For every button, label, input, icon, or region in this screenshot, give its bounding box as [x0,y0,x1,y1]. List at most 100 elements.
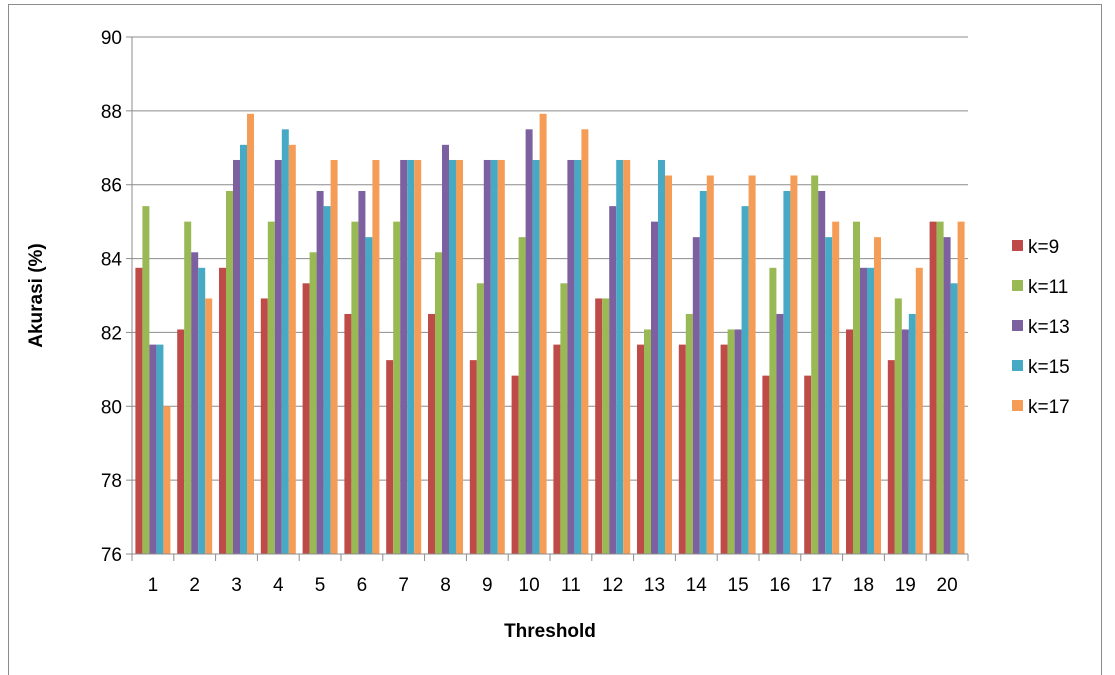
bar-k9-threshold-2 [177,329,185,554]
bars [135,113,965,555]
x-tick-label: 3 [231,575,242,596]
bar-k11-threshold-19 [894,298,902,554]
legend-label: k=15 [1028,357,1070,378]
bar-k11-threshold-13 [644,329,651,554]
bar-k9-threshold-14 [678,344,686,554]
legend-swatch [1012,360,1023,371]
x-tick-label: 12 [602,575,623,596]
bar-k9-threshold-7 [386,360,394,555]
bar-k15-threshold-8 [449,159,456,554]
y-tick-label: 86 [101,176,122,197]
x-tick-label: 8 [440,575,451,596]
legend-swatch [1012,400,1023,411]
x-axis-title: Threshold [504,621,596,642]
bar-k13-threshold-12 [609,206,617,554]
bar-k9-threshold-3 [219,267,226,554]
bar-k9-threshold-1 [135,267,143,554]
bar-k17-threshold-7 [414,159,422,554]
legend-label: k=13 [1028,317,1070,338]
bar-k17-threshold-14 [706,175,714,555]
bar-k13-threshold-11 [567,159,575,554]
legend-label: k=11 [1028,277,1068,298]
bar-k11-threshold-11 [560,283,568,554]
bar-k17-threshold-19 [915,267,923,554]
bar-k9-threshold-10 [511,375,519,554]
bar-k9-threshold-13 [637,344,644,554]
bar-k13-threshold-19 [901,329,909,554]
x-tick-label: 9 [482,575,493,596]
bar-k15-threshold-5 [323,206,331,554]
bar-k11-threshold-9 [476,283,484,554]
bar-k11-threshold-7 [393,221,401,554]
bar-k13-threshold-20 [943,237,951,554]
bar-k15-threshold-7 [407,159,415,554]
x-tick-label: 18 [853,575,874,596]
y-tick-label: 78 [101,471,122,492]
x-tick-label: 10 [519,575,540,596]
axes [131,37,968,555]
bar-k9-threshold-9 [469,360,477,555]
bar-k17-threshold-2 [205,298,213,554]
bar-k13-threshold-18 [860,267,867,554]
x-tick-label: 11 [561,575,581,596]
legend-label: k=9 [1028,237,1059,258]
bar-k17-threshold-13 [665,175,672,555]
bar-k15-threshold-10 [532,159,540,554]
y-tick-label: 82 [101,323,122,344]
bar-k9-threshold-19 [887,360,895,555]
bar-k11-threshold-4 [267,221,275,554]
bar-k15-threshold-20 [950,283,958,554]
bar-k9-threshold-20 [929,221,937,554]
bar-k15-threshold-4 [281,129,289,554]
bar-k15-threshold-19 [908,313,916,554]
y-tick-label: 76 [101,545,122,566]
x-tick-label: 1 [148,575,159,596]
bar-k9-threshold-12 [595,298,603,554]
bar-k15-threshold-2 [198,267,206,554]
x-tick-label: 14 [686,575,708,596]
bar-k13-threshold-3 [233,159,240,554]
x-tick-label: 17 [811,575,832,596]
x-tick-label: 7 [398,575,409,596]
bar-k11-threshold-17 [811,175,819,555]
bar-k17-threshold-3 [247,113,254,554]
y-tick-label: 90 [101,28,122,49]
bar-k15-threshold-17 [825,237,833,554]
y-tick-label: 84 [101,250,123,271]
bar-k9-threshold-8 [428,313,435,554]
bar-k11-threshold-6 [351,221,359,554]
bar-k11-threshold-5 [309,252,317,555]
bar-k11-threshold-1 [142,206,150,554]
bar-k13-threshold-5 [316,190,324,555]
x-tick-label: 13 [644,575,665,596]
bar-k13-threshold-15 [734,329,742,554]
bar-k17-threshold-16 [790,175,798,555]
bar-k11-threshold-14 [685,313,693,554]
bar-k17-threshold-5 [330,159,338,554]
legend-swatch [1012,280,1023,291]
bar-k9-threshold-17 [804,375,812,554]
bar-k11-threshold-3 [226,190,233,555]
bar-k13-threshold-1 [149,344,157,554]
bar-k13-threshold-16 [776,313,784,554]
bar-k15-threshold-16 [783,190,791,555]
legend-label: k=17 [1028,397,1070,418]
legend-swatch [1012,320,1023,331]
y-axis-title: Akurasi (%) [26,243,47,348]
bar-k15-threshold-6 [365,237,373,554]
x-tick-label: 4 [273,575,284,596]
bar-k17-threshold-9 [497,159,505,554]
bar-k15-threshold-11 [574,159,582,554]
legend-swatch [1012,240,1023,251]
bar-k13-threshold-10 [525,129,533,554]
bar-k11-threshold-12 [602,298,610,554]
bar-k15-threshold-13 [658,159,665,554]
x-tick-label: 2 [189,575,200,596]
bar-k17-threshold-15 [748,175,756,555]
x-tick-label: 6 [357,575,368,596]
bar-k13-threshold-4 [274,159,282,554]
legend: k=9 k=11 k=13 k=15 k=17 [1012,237,1070,418]
bar-k13-threshold-7 [400,159,408,554]
bar-k11-threshold-18 [853,221,860,554]
